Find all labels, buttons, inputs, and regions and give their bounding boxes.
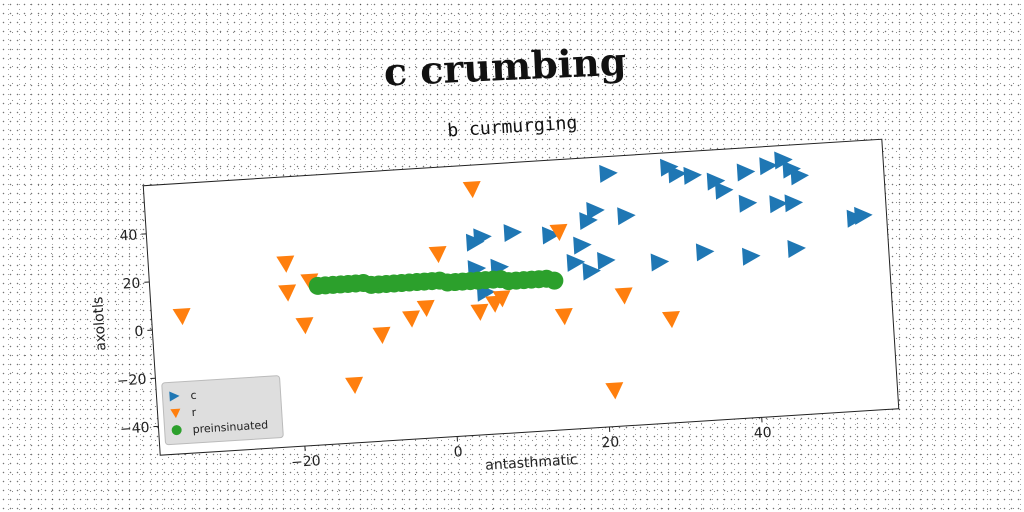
legend-marker-c <box>169 391 180 402</box>
data-point-c <box>769 195 788 214</box>
data-point-r <box>554 308 573 326</box>
data-point-c <box>573 236 592 255</box>
y-tick-label: −40 <box>119 420 149 438</box>
data-point-c <box>541 226 561 245</box>
axis-ticks: −20 0 20 40 −40 −20 0 20 40 <box>116 227 772 471</box>
y-tick-label: 0 <box>134 324 144 341</box>
data-point-c <box>650 253 670 272</box>
chart-figure: b curmurging −20 0 20 40 −40 −20 0 20 40 antasth… <box>90 76 951 486</box>
legend-label-c: c <box>190 389 197 402</box>
data-point-c <box>599 164 618 183</box>
data-point-c <box>790 167 810 186</box>
data-point-r <box>300 273 319 291</box>
legend-label-r: r <box>191 406 197 419</box>
data-point-c <box>695 243 715 262</box>
data-point-r <box>661 310 680 329</box>
data-point-c <box>668 165 687 184</box>
data-point-c <box>714 181 734 200</box>
y-tick-label: 20 <box>122 276 141 293</box>
data-point-c <box>742 247 761 266</box>
legend-label-preinsinuated: preinsinuated <box>192 418 268 436</box>
legend-box <box>161 375 284 446</box>
data-point-r <box>614 287 633 305</box>
x-tick-label: 0 <box>453 444 463 461</box>
legend-marker-preinsinuated <box>171 425 182 436</box>
data-point-c <box>683 166 702 185</box>
data-point-r <box>372 326 391 344</box>
data-point-r <box>402 310 421 328</box>
data-point-r <box>549 223 568 242</box>
data-point-r <box>462 180 481 199</box>
data-point-c <box>586 201 605 220</box>
data-point-c <box>473 228 492 247</box>
data-point-c <box>736 163 756 182</box>
data-point-c <box>759 157 778 176</box>
data-point-preinsinuated <box>545 271 564 290</box>
data-point-c <box>579 212 598 231</box>
data-point-r <box>470 303 489 321</box>
data-point-r <box>485 295 504 313</box>
data-point-r <box>295 317 314 335</box>
data-point-r <box>416 299 435 318</box>
data-point-c <box>566 253 586 272</box>
x-tick-label: 20 <box>601 434 620 451</box>
data-point-r <box>278 284 297 302</box>
plot-area <box>142 138 900 456</box>
data-point-c <box>597 252 616 270</box>
data-point-r <box>172 307 191 326</box>
data-point-c <box>854 206 873 225</box>
y-tick-label: 40 <box>119 227 138 244</box>
x-tick-label: −20 <box>291 453 321 471</box>
x-axis-label: antasthmatic <box>485 452 578 474</box>
data-point-c <box>774 151 793 170</box>
data-point-c <box>617 207 636 226</box>
data-point-c <box>706 172 726 191</box>
y-axis-label: axolotls <box>90 296 109 351</box>
scatter-chart: b curmurging −20 0 20 40 −40 −20 0 20 40 antasth… <box>90 112 900 474</box>
data-point-r <box>428 245 447 264</box>
data-marks <box>172 151 873 400</box>
x-tick-label: 40 <box>753 425 772 442</box>
data-point-r <box>276 255 295 273</box>
data-point-c <box>582 262 601 281</box>
legend-marker-r <box>170 408 181 419</box>
chart-title: b curmurging <box>447 112 578 141</box>
data-point-c <box>738 194 758 213</box>
data-point-c <box>784 194 804 213</box>
data-point-c <box>787 240 806 259</box>
data-point-r <box>605 382 624 400</box>
data-point-c <box>503 224 523 243</box>
y-tick-label: −20 <box>116 372 146 390</box>
data-point-r <box>345 376 364 394</box>
